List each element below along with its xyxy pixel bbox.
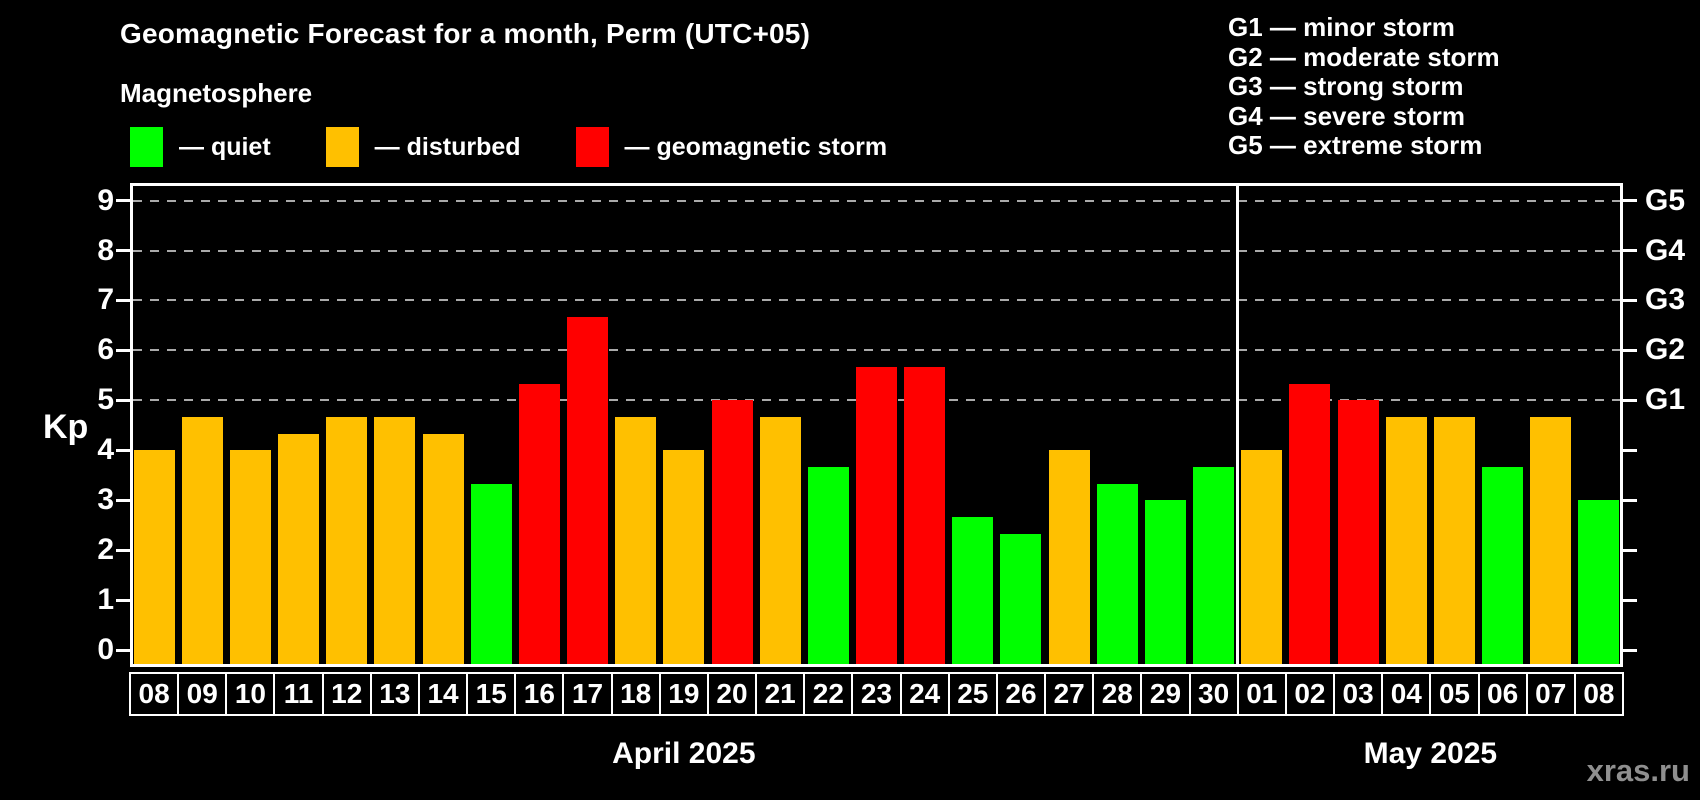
legend-label-storm: — geomagnetic storm [624, 132, 888, 161]
day-label-cell: 16 [514, 672, 565, 716]
day-label-cell: 08 [129, 672, 180, 716]
kp-tick-label: 9 [97, 183, 114, 217]
g-axis-label-g1: G1 [1645, 383, 1686, 417]
legend-label-disturbed: — disturbed [374, 132, 521, 161]
kp-axis-tick-left [116, 398, 130, 402]
kp-axis-tick-right [1623, 249, 1637, 253]
g-scale-legend: G1 — minor storm G2 — moderate storm G3 … [1228, 12, 1500, 161]
g-axis-label-g3: G3 [1645, 283, 1686, 317]
day-label-cell: 27 [1044, 672, 1095, 716]
day-label-cell: 29 [1140, 672, 1191, 716]
legend-item-quiet: — quiet [130, 127, 271, 167]
day-label-cell: 28 [1092, 672, 1143, 716]
month-label: May 2025 [1363, 737, 1498, 770]
legend-label-quiet: — quiet [179, 132, 271, 161]
day-label-cell: 05 [1429, 672, 1480, 716]
kp-tick-label: 8 [97, 233, 114, 267]
day-label-cell: 18 [610, 672, 661, 716]
legend-item-disturbed: — disturbed [325, 127, 521, 167]
day-label-cell: 14 [417, 672, 469, 716]
g-axis-label-g4: G4 [1645, 233, 1686, 267]
day-label-cell: 06 [1477, 672, 1528, 716]
kp-axis-tick-left [116, 348, 130, 352]
day-label-cell: 08 [1573, 672, 1624, 716]
kp-tick-label: 6 [97, 333, 114, 367]
day-label-cell: 13 [369, 672, 420, 716]
day-label-cell: 12 [321, 672, 372, 716]
status-legend: — quiet — disturbed — geomagnetic storm [130, 126, 942, 168]
g-legend-line-g3: G3 — strong storm [1228, 71, 1464, 101]
kp-axis-tick-left [116, 249, 130, 253]
kp-tick-label: 3 [97, 483, 114, 517]
day-label-cell: 01 [1236, 672, 1287, 716]
kp-axis-tick-right [1623, 648, 1637, 652]
disturbed-color-swatch [325, 127, 359, 167]
storm-color-swatch [575, 127, 609, 167]
g-legend-line-g4: G4 — severe storm [1228, 100, 1466, 131]
quiet-color-swatch [130, 127, 163, 167]
day-label-cell: 03 [1333, 672, 1384, 716]
kp-axis-tick-left [116, 598, 130, 602]
day-label-cell: 25 [947, 672, 998, 716]
plot-area [130, 183, 1623, 667]
day-label-cell: 26 [995, 672, 1047, 716]
day-label-cell: 09 [177, 672, 228, 716]
day-label-cell: 02 [1284, 672, 1336, 716]
kp-axis-tick-right [1623, 548, 1637, 552]
kp-axis-tick-left [116, 448, 130, 452]
day-label-cell: 21 [755, 672, 806, 716]
kp-tick-label: 2 [97, 533, 114, 567]
day-label-cell: 10 [225, 672, 276, 716]
day-label-cell: 20 [706, 672, 758, 716]
kp-axis-tick-left [116, 648, 130, 652]
kp-axis-tick-right [1623, 298, 1637, 302]
g-legend-line-g5: G5 — extreme storm [1228, 130, 1483, 160]
day-label-cell: 22 [803, 672, 854, 716]
g-legend-line-g2: G2 — moderate storm [1228, 41, 1500, 72]
g-legend-line-g1: G1 — minor storm [1228, 12, 1455, 42]
kp-axis-tick-left [116, 298, 130, 302]
month-label: April 2025 [612, 737, 756, 770]
legend-item-storm: — geomagnetic storm [575, 127, 888, 167]
g-axis-label-g5: G5 [1645, 183, 1686, 217]
kp-axis-title: Kp [43, 408, 89, 446]
day-label-cell: 23 [851, 672, 902, 716]
day-label-cell: 15 [466, 672, 517, 716]
kp-axis-tick-right [1623, 199, 1637, 203]
kp-tick-label: 1 [97, 583, 114, 617]
chart-title: Geomagnetic Forecast for a month, Perm (… [120, 18, 811, 49]
kp-axis-tick-left [116, 498, 130, 502]
watermark: xras.ru [1586, 753, 1690, 788]
day-label-cell: 04 [1381, 672, 1432, 716]
day-label-cell: 07 [1525, 672, 1576, 716]
kp-axis-tick-right [1623, 398, 1637, 402]
day-label-cell: 19 [658, 672, 709, 716]
day-label-cell: 17 [562, 672, 613, 716]
kp-axis-tick-right [1623, 598, 1637, 602]
kp-axis-tick-right [1623, 498, 1637, 502]
kp-axis-tick-left [116, 199, 130, 203]
g-axis-label-g2: G2 [1645, 333, 1686, 367]
day-label-cell: 11 [273, 672, 324, 716]
kp-axis-tick-right [1623, 448, 1637, 452]
kp-axis-tick-right [1623, 348, 1637, 352]
day-label-cell: 30 [1188, 672, 1239, 716]
kp-axis-tick-left [116, 548, 130, 552]
day-label-cell: 24 [899, 672, 950, 716]
kp-tick-label: 0 [97, 633, 114, 666]
chart-subtitle: Magnetosphere [120, 78, 313, 108]
kp-tick-label: 7 [97, 283, 114, 317]
